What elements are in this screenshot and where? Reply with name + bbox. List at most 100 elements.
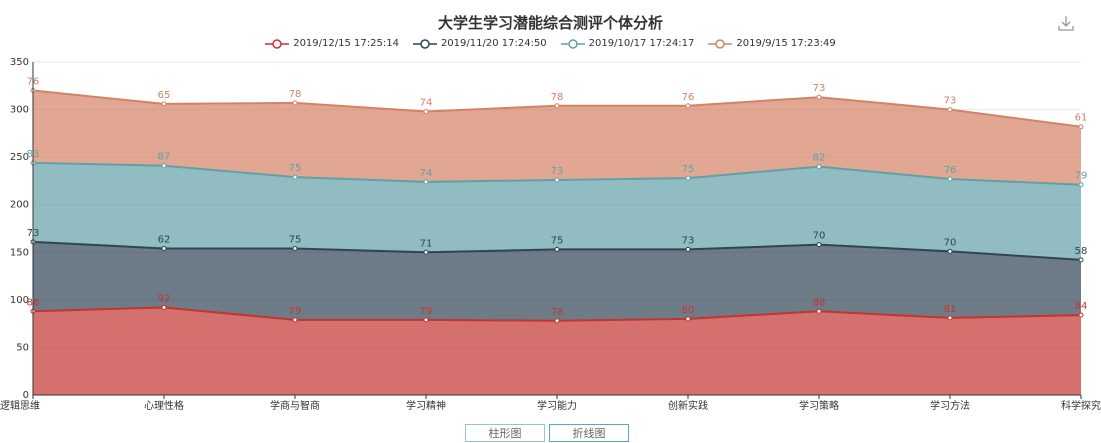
legend-marker-icon [560, 38, 585, 49]
legend-label: 2019/10/17 17:24:17 [588, 38, 695, 49]
data-label: 74 [420, 97, 433, 108]
data-point [423, 317, 429, 323]
data-label: 73 [682, 235, 695, 246]
data-point [947, 248, 953, 254]
data-point [816, 94, 822, 100]
y-tick-label: 150 [10, 247, 29, 258]
chart-title: 大学生学习潜能综合测评个体分析 [437, 14, 663, 32]
y-tick-label: 200 [10, 200, 29, 211]
x-category-label: 学习能力 [537, 399, 577, 412]
data-label: 88 [813, 297, 826, 308]
data-point [1078, 312, 1084, 318]
legend-item[interactable]: 2019/9/15 17:23:49 [708, 38, 836, 49]
data-point [685, 246, 691, 252]
data-point [1078, 182, 1084, 188]
data-point [161, 163, 167, 169]
data-label: 70 [944, 237, 957, 248]
data-label: 84 [1075, 301, 1088, 312]
legend-item[interactable]: 2019/10/17 17:24:17 [560, 38, 695, 49]
legend-label: 2019/9/15 17:23:49 [736, 38, 836, 49]
series-area [33, 162, 1081, 260]
data-label: 58 [1075, 246, 1088, 257]
data-label: 61 [1075, 113, 1088, 124]
data-point [161, 245, 167, 251]
data-label: 75 [289, 163, 302, 174]
x-category-label: 学习策略 [799, 399, 839, 412]
data-label: 73 [813, 83, 826, 94]
data-point [816, 164, 822, 170]
y-tick-label: 250 [10, 152, 29, 163]
data-point [947, 176, 953, 182]
x-category-label: 学习方法 [930, 399, 970, 412]
legend-marker-icon [708, 38, 733, 49]
y-tick-label: 50 [16, 342, 29, 353]
y-tick-label: 350 [10, 57, 29, 68]
data-point [292, 245, 298, 251]
view-toggle: 柱形图 折线图 [465, 424, 629, 442]
x-category-label: 创新实践 [668, 399, 708, 412]
data-point [554, 318, 560, 324]
data-point [947, 315, 953, 321]
bar-chart-button[interactable]: 柱形图 [465, 424, 545, 442]
data-point [685, 316, 691, 322]
data-label: 75 [289, 234, 302, 245]
data-label: 73 [944, 96, 957, 107]
series-area [33, 90, 1081, 185]
series-area [33, 307, 1081, 395]
x-category-label: 学商与智商 [270, 399, 320, 412]
data-point [423, 108, 429, 114]
data-point [816, 242, 822, 248]
data-point [554, 103, 560, 109]
legend-item[interactable]: 2019/12/15 17:25:14 [265, 38, 399, 49]
data-label: 71 [420, 238, 433, 249]
data-label: 78 [289, 89, 302, 100]
data-label: 75 [682, 164, 695, 175]
data-point [685, 175, 691, 181]
y-tick-label: 100 [10, 295, 29, 306]
legend-label: 2019/11/20 17:24:50 [440, 38, 547, 49]
legend-marker-icon [265, 38, 290, 49]
data-point [1078, 257, 1084, 263]
data-point [292, 174, 298, 180]
area-layer [33, 90, 1081, 395]
x-category-label: 科学探究 [1061, 399, 1101, 412]
data-label: 74 [420, 168, 433, 179]
data-point [423, 179, 429, 185]
data-label: 82 [813, 153, 826, 164]
data-label: 92 [158, 293, 171, 304]
data-label: 78 [551, 307, 564, 318]
data-label: 79 [289, 306, 302, 317]
data-label: 80 [682, 305, 695, 316]
download-button[interactable] [1057, 14, 1075, 32]
x-category-label: 心理性格 [144, 399, 184, 412]
data-label: 76 [944, 165, 957, 176]
data-point [1078, 124, 1084, 130]
legend: 2019/12/15 17:25:14 2019/11/20 17:24:50 20… [0, 38, 1101, 49]
data-label: 62 [158, 234, 171, 245]
data-label: 79 [1075, 171, 1088, 182]
legend-item[interactable]: 2019/11/20 17:24:50 [412, 38, 547, 49]
data-label: 73 [551, 166, 564, 177]
data-point [816, 308, 822, 314]
data-label: 79 [420, 306, 433, 317]
y-tick-label: 0 [23, 390, 29, 401]
data-label: 70 [813, 231, 826, 242]
x-category-label: 学习精神 [406, 399, 446, 412]
data-point [947, 107, 953, 113]
data-label: 75 [551, 235, 564, 246]
line-chart-button[interactable]: 折线图 [549, 424, 629, 442]
data-label: 87 [158, 152, 171, 163]
data-label: 81 [944, 304, 957, 315]
data-label: 65 [158, 90, 171, 101]
data-point [161, 101, 167, 107]
legend-label: 2019/12/15 17:25:14 [293, 38, 399, 49]
y-tick-label: 300 [10, 105, 29, 116]
data-point [292, 100, 298, 106]
data-point [554, 177, 560, 183]
series-area [33, 241, 1081, 321]
data-point [423, 249, 429, 255]
data-label: 76 [682, 92, 695, 103]
legend-marker-icon [412, 38, 437, 49]
x-category-label: 逻辑思维 [0, 399, 40, 412]
